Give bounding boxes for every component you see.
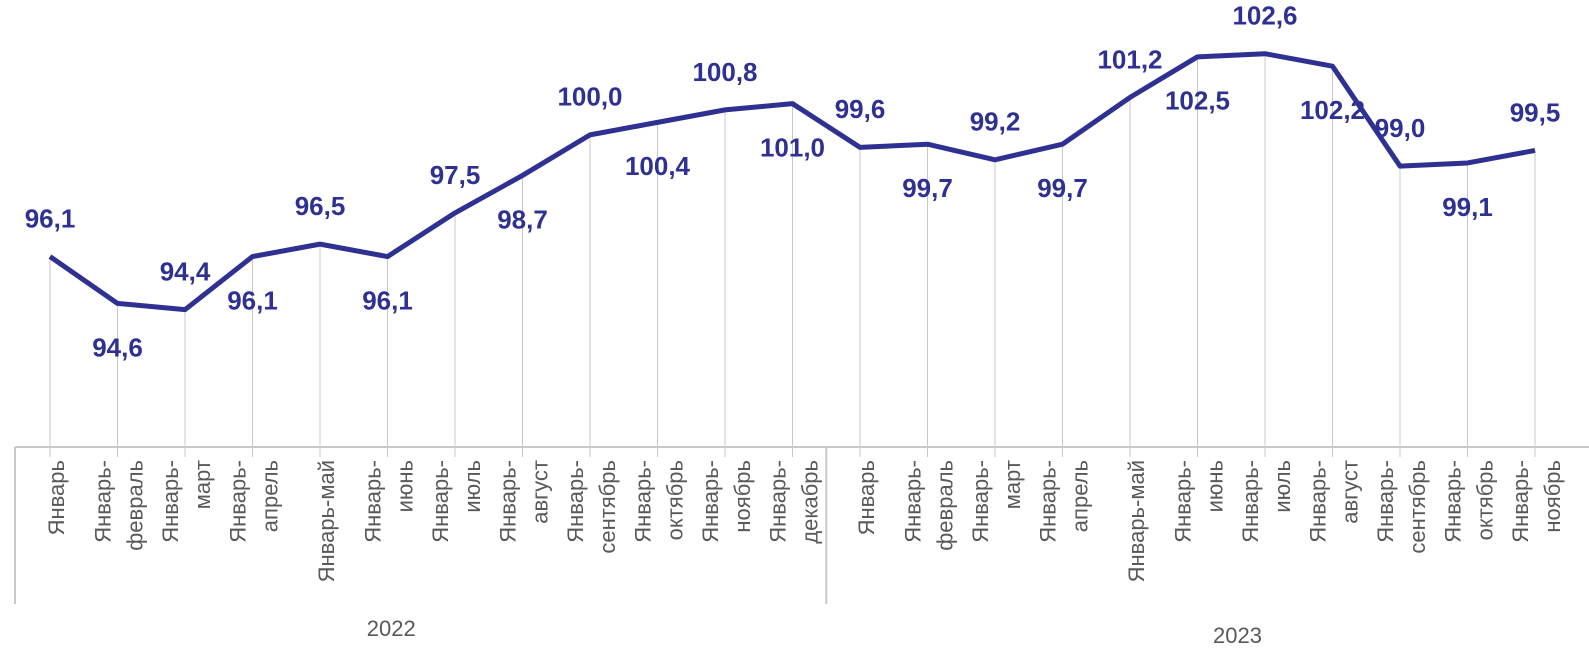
x-tick-label: Январь- bbox=[1373, 460, 1398, 543]
x-tick-label: август bbox=[1337, 460, 1362, 524]
data-label: 100,8 bbox=[692, 57, 757, 87]
group-label: 2022 bbox=[367, 616, 416, 641]
x-tick-label: Январь- bbox=[1508, 460, 1533, 543]
x-tick-label: Январь- bbox=[158, 460, 183, 543]
x-tick-label: Январь-май bbox=[1124, 460, 1149, 582]
data-label: 94,4 bbox=[160, 257, 211, 287]
x-tick-label: Январь- bbox=[1238, 460, 1263, 543]
x-tick-label: ноябрь bbox=[1540, 460, 1565, 533]
data-label: 96,1 bbox=[362, 285, 413, 315]
data-label: 96,1 bbox=[227, 285, 278, 315]
x-tick-label: Январь- bbox=[765, 460, 790, 543]
x-tick-label: Январь- bbox=[968, 460, 993, 543]
x-tick-label: Январь bbox=[44, 460, 69, 535]
data-label: 99,7 bbox=[1037, 173, 1088, 203]
data-label: 102,2 bbox=[1300, 95, 1365, 125]
x-tick-label: июль bbox=[1270, 460, 1295, 513]
data-label: 96,1 bbox=[25, 203, 76, 233]
data-label: 98,7 bbox=[497, 204, 548, 234]
x-tick-label: Январь- bbox=[900, 460, 925, 543]
data-label: 96,5 bbox=[295, 191, 346, 221]
x-tick-label: сентябрь bbox=[1405, 460, 1430, 554]
data-label: 99,0 bbox=[1375, 113, 1426, 143]
x-tick-label: март bbox=[1000, 460, 1025, 509]
x-tick-label: март bbox=[190, 460, 215, 509]
x-tick-label: Январь- bbox=[1170, 460, 1195, 543]
x-tick-label: Январь- bbox=[90, 460, 115, 543]
data-label: 94,6 bbox=[92, 332, 143, 362]
data-label: 99,6 bbox=[835, 94, 886, 124]
x-tick-label: декабрь bbox=[797, 460, 822, 544]
data-label: 99,5 bbox=[1510, 97, 1561, 127]
data-label: 102,5 bbox=[1165, 86, 1230, 116]
x-tick-label: Январь- bbox=[495, 460, 520, 543]
x-tick-label: Январь-май bbox=[314, 460, 339, 582]
data-label: 100,0 bbox=[557, 82, 622, 112]
x-tick-label: август bbox=[527, 460, 552, 524]
data-label: 99,2 bbox=[970, 107, 1021, 137]
data-label: 101,2 bbox=[1097, 44, 1162, 74]
data-label: 99,1 bbox=[1442, 192, 1493, 222]
x-tick-label: июнь bbox=[392, 460, 417, 512]
x-tick-label: Январь- bbox=[428, 460, 453, 543]
x-tick-label: Январь- bbox=[630, 460, 655, 543]
x-tick-label: февраль bbox=[932, 460, 957, 551]
x-tick-label: Январь- bbox=[1035, 460, 1060, 543]
data-label: 101,0 bbox=[760, 133, 825, 163]
data-label: 100,4 bbox=[625, 151, 691, 181]
x-tick-label: апрель bbox=[1067, 460, 1092, 532]
x-tick-label: Январь- bbox=[1440, 460, 1465, 543]
x-tick-label: Январь- bbox=[1305, 460, 1330, 543]
group-label: 2023 bbox=[1213, 623, 1262, 648]
x-tick-label: июль bbox=[460, 460, 485, 513]
x-tick-label: Январь- bbox=[563, 460, 588, 543]
x-tick-label: апрель bbox=[257, 460, 282, 532]
data-label: 99,7 bbox=[902, 173, 953, 203]
x-tick-label: февраль bbox=[122, 460, 147, 551]
x-tick-label: Январь- bbox=[225, 460, 250, 543]
x-tick-label: Январь- bbox=[698, 460, 723, 543]
x-tick-label: октябрь bbox=[1472, 460, 1497, 540]
data-label: 102,6 bbox=[1232, 1, 1297, 31]
series-line bbox=[48, 51, 1536, 313]
x-tick-label: октябрь bbox=[662, 460, 687, 540]
x-tick-label: сентябрь bbox=[595, 460, 620, 554]
x-tick-label: июнь bbox=[1202, 460, 1227, 512]
x-tick-label: Январь- bbox=[360, 460, 385, 543]
x-tick-label: ноябрь bbox=[730, 460, 755, 533]
data-label: 97,5 bbox=[430, 160, 481, 190]
x-tick-label: Январь bbox=[854, 460, 879, 535]
